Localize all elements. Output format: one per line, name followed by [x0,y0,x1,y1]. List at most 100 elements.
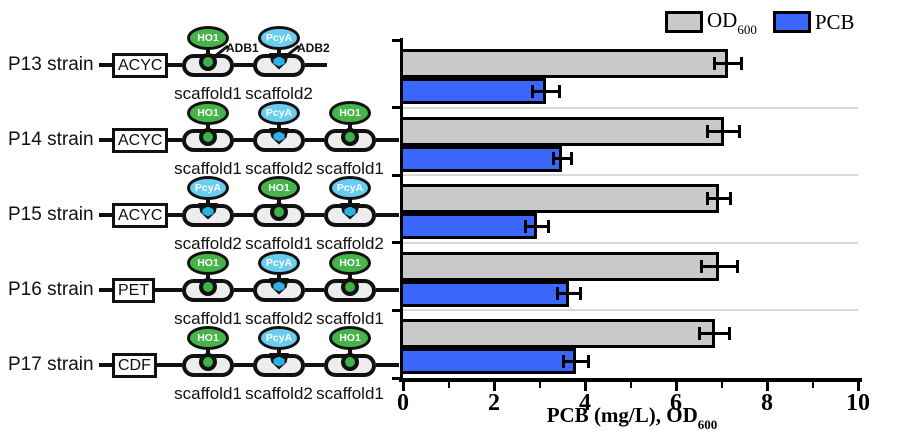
error-bar-cap-od [699,259,703,273]
x-tick-label: 4 [579,390,591,416]
plasmid-group: ACYC [99,202,182,228]
scaffold-unit: PcyA scaffold2 ADB2 [245,25,330,103]
pcb-bar [403,348,576,375]
plasmid-group: CDF [99,352,182,378]
enzyme-oval-label: PcyA [265,106,293,119]
scaffold-label: scaffold1 [174,383,242,403]
x-axis-title: PCB (mg/L), OD600 [546,403,718,433]
error-bar-line-pcb [553,157,572,161]
enzyme-oval-label: HO1 [339,106,361,119]
plasmid-box: ACYC [112,202,169,228]
oval-stem [277,45,281,56]
enzyme-oval-label: PcyA [265,331,293,344]
scaffold-connector [234,138,253,142]
pcb-legend-label: PCB [814,9,855,34]
error-bar-line-pcb [557,292,581,296]
error-bar-line-od [707,197,731,201]
strain-row: P13 strain ACYC HO1 scaffold1 ADB1 PcyA scaffo… [8,25,330,103]
error-bar-cap-od [706,124,710,138]
plasmid-connector [168,63,182,67]
error-bar-cap-od [729,192,733,206]
x-major-tick [583,382,587,391]
enzyme-oval: HO1 [187,250,229,275]
scaffold-label: scaffold2 [245,83,313,103]
strain-name-label: P16 strain [8,279,94,300]
enzyme-oval: HO1 [329,250,371,275]
plasmid-connector [155,288,182,292]
enzyme-oval-label: PcyA [336,181,364,194]
od600-bar [403,251,720,281]
strain-name-label: P17 strain [8,354,94,375]
scaffold-label: scaffold2 [245,308,313,328]
group-separator-line [403,241,858,244]
anchor-hexagon [273,281,285,292]
strain-name-label: P15 strain [8,204,94,225]
enzyme-oval-label: HO1 [339,256,361,269]
axis-group-tick [392,38,403,42]
anchor-hexagon [273,56,285,67]
adb-callout-label: ADB1 [226,40,259,55]
scaffold-unit: HO1 scaffold1 [316,325,384,403]
enzyme-oval: HO1 [329,325,371,350]
pcb-bar [403,280,570,307]
x-tick-label: 2 [488,390,500,416]
group-separator-line [403,309,858,312]
scaffold-label: scaffold1 [316,308,384,328]
strain-name-label: P14 strain [8,129,94,150]
pcb-bar [403,145,563,172]
x-tick-label: 6 [670,390,682,416]
error-bar-line-od [699,332,730,336]
scaffold-unit: PcyA scaffold2 [174,175,242,253]
scaffold-unit: HO1 scaffold1 [316,250,384,328]
enzyme-oval-label: PcyA [194,181,222,194]
enzyme-oval-label: PcyA [265,256,293,269]
x-tick-label: 10 [846,390,870,416]
enzyme-oval-label: HO1 [197,331,219,344]
error-bar-cap-od [738,124,742,138]
od600-bar [403,116,724,146]
scaffold-label: scaffold1 [174,158,242,178]
scaffold-unit: PcyA scaffold2 [245,100,313,178]
anchor-hexagon [202,206,214,217]
anchor-dot [203,56,213,67]
scaffold-unit: HO1 scaffold1 [174,250,242,328]
strain-row: P15 strain ACYC PcyA scaffold2 HO1 scaffold1 P… [8,175,399,253]
error-bar-line-pcb [532,89,560,93]
anchor-dot [203,131,213,142]
enzyme-oval-label: PcyA [265,31,293,44]
enzyme-oval: PcyA [258,325,300,350]
plasmid-connector [99,363,112,367]
error-bar-cap-pcb [578,287,582,301]
chart-legend: OD600 PCB [665,8,855,37]
error-bar-line-pcb [563,359,589,363]
error-bar-cap-od [713,57,717,70]
strain-row: P14 strain ACYC HO1 scaffold1 PcyA scaffold2 H… [8,100,399,178]
error-bar-line-od [714,62,742,65]
plasmid-connector [99,138,112,142]
error-bar-cap-pcb [524,219,528,233]
pcb-bar [403,78,547,104]
plasmid-connector [99,288,112,292]
scaffold-connector [305,138,324,142]
od600-bar [403,319,715,349]
scaffold-label: scaffold2 [316,233,384,253]
scaffold-unit: HO1 scaffold1 [174,325,242,403]
plasmid-box: ACYC [112,52,169,78]
enzyme-oval: PcyA [258,100,300,125]
trailing-connector [376,288,399,292]
scaffold-label: scaffold1 [174,83,242,103]
group-separator-line [403,106,858,109]
oval-stem [277,120,281,131]
scaffold-label: scaffold2 [174,233,242,253]
error-bar-cap-od [740,57,744,70]
oval-stem [348,345,352,356]
error-bar-line-od [701,264,738,268]
x-minor-tick [720,382,723,388]
anchor-hexagon [273,131,285,142]
enzyme-oval: HO1 [329,100,371,125]
axis-group-tick [392,106,403,110]
adb-callout-label: ADB2 [297,40,330,55]
scaffold-label: scaffold1 [316,383,384,403]
y-axis-line [400,38,403,380]
oval-stem [277,270,281,281]
